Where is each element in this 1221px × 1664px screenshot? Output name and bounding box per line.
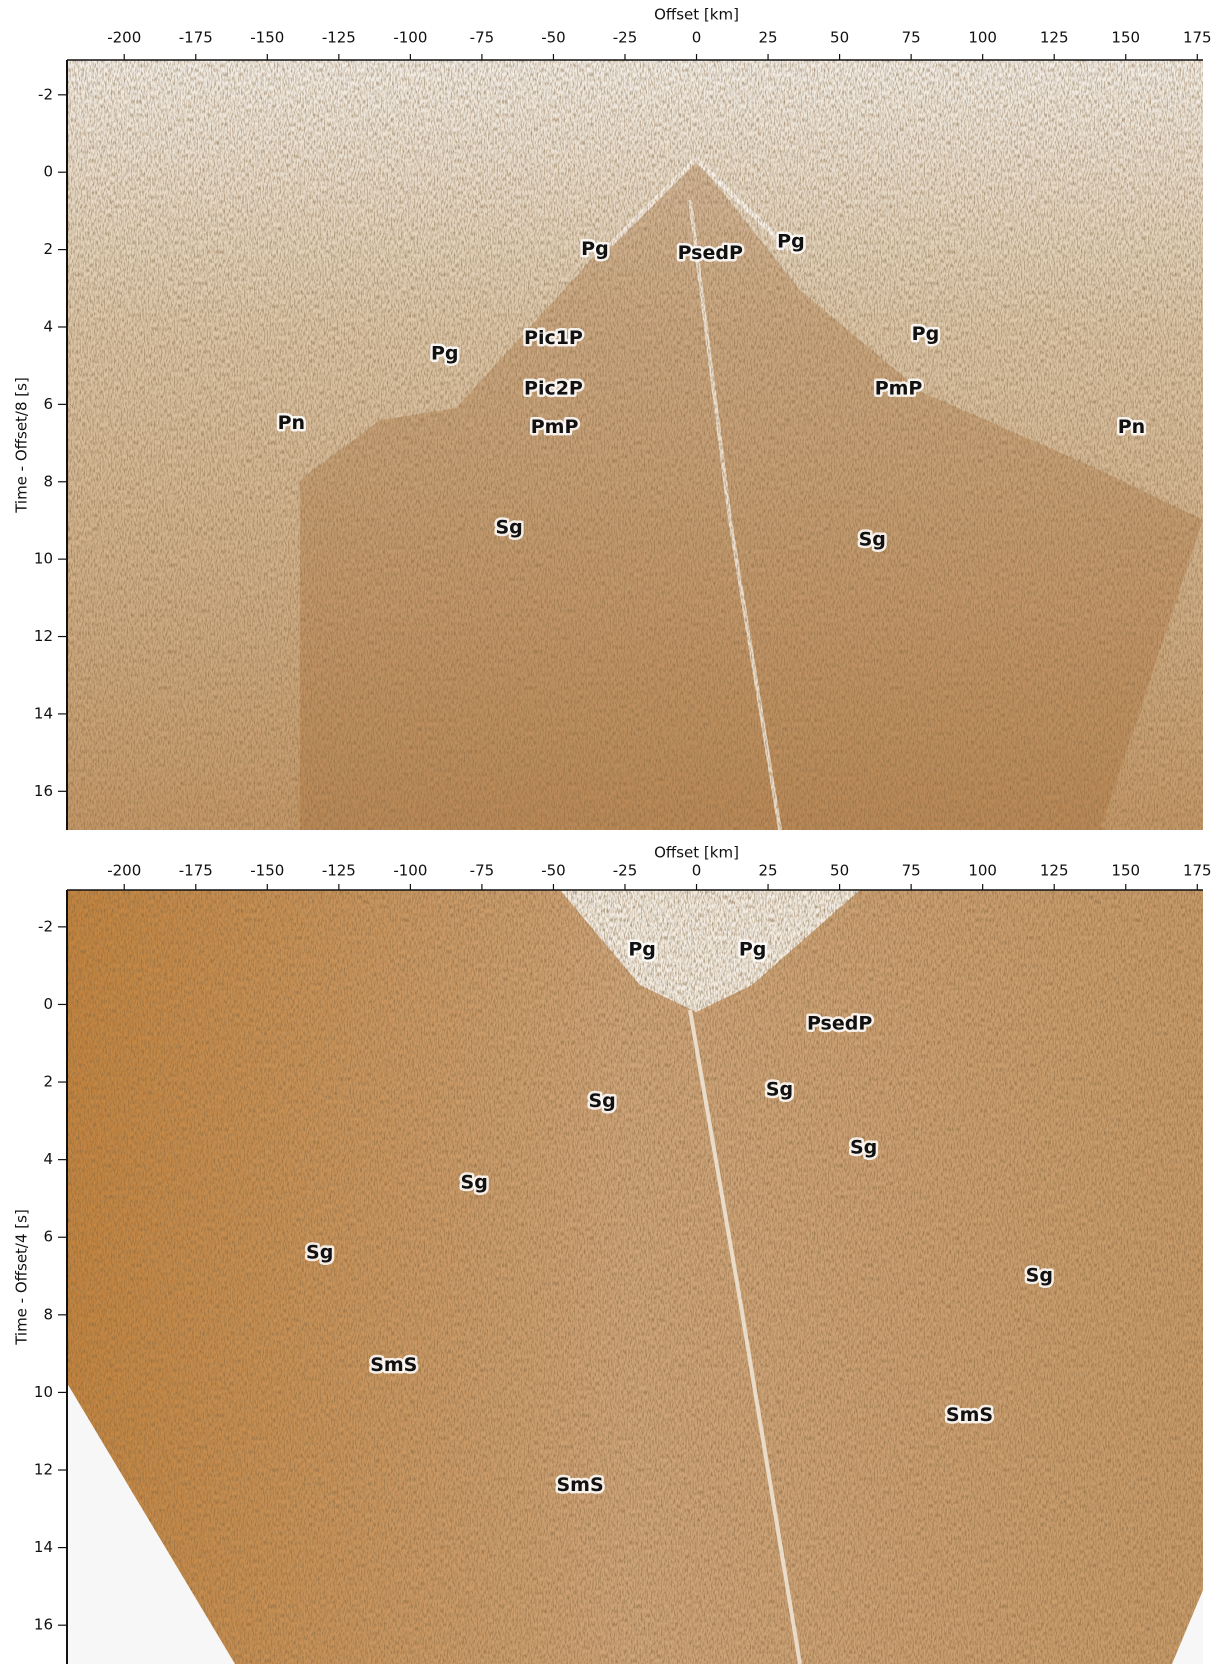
phase-label: PmP <box>531 416 579 438</box>
y-tick-label: 2 <box>43 240 53 258</box>
phase-label: SmS <box>556 1474 603 1496</box>
section-image <box>67 60 1203 830</box>
x-tick-label: 0 <box>692 862 702 880</box>
phase-label: Pn <box>278 412 305 434</box>
x-axis-title: Offset [km] <box>654 6 739 24</box>
y-axis-title: Time - Offset/4 [s] <box>13 1209 31 1346</box>
y-axis-title: Time - Offset/8 [s] <box>13 377 31 514</box>
phase-label: Pg <box>628 939 656 961</box>
x-tick-label: 50 <box>830 29 849 47</box>
x-tick-label: 50 <box>830 862 849 880</box>
page: Offset [km]-200-175-150-125-100-75-50-25… <box>0 0 1221 1664</box>
y-tick-label: 16 <box>34 782 53 800</box>
y-tick-label: 6 <box>43 395 53 413</box>
x-tick-label: 175 <box>1183 29 1212 47</box>
y-tick-label: 10 <box>34 550 53 568</box>
x-tick-label: 125 <box>1040 29 1069 47</box>
phase-label: Pic2P <box>524 377 583 399</box>
phase-label: Pg <box>431 343 459 365</box>
x-tick-label: -50 <box>541 29 566 47</box>
x-tick-label: 0 <box>692 29 702 47</box>
x-tick-label: 100 <box>968 862 997 880</box>
phase-label: Pg <box>912 323 940 345</box>
figure: Offset [km]-200-175-150-125-100-75-50-25… <box>0 0 1221 1664</box>
x-tick-label: -50 <box>541 862 566 880</box>
phase-label: SmS <box>370 1354 417 1376</box>
phase-label: Pic1P <box>524 327 583 349</box>
x-tick-label: 75 <box>902 29 921 47</box>
phase-label: Pg <box>739 939 767 961</box>
y-tick-label: 10 <box>34 1383 53 1401</box>
x-axis-title: Offset [km] <box>654 844 739 862</box>
y-tick-label: 14 <box>34 1538 53 1556</box>
y-tick-label: -2 <box>38 917 53 935</box>
x-tick-label: -175 <box>179 29 213 47</box>
y-tick-label: 0 <box>43 995 53 1013</box>
y-tick-label: 14 <box>34 704 53 722</box>
phase-label: Sg <box>859 528 886 550</box>
y-tick-label: 12 <box>34 627 53 645</box>
y-tick-label: 6 <box>43 1228 53 1246</box>
phase-label: Sg <box>766 1078 793 1100</box>
y-tick-label: 8 <box>43 1305 53 1323</box>
x-tick-label: -100 <box>393 29 427 47</box>
y-tick-label: -2 <box>38 85 53 103</box>
x-tick-label: 150 <box>1111 29 1140 47</box>
x-tick-label: -25 <box>613 862 638 880</box>
phase-label: PmP <box>875 377 923 399</box>
x-tick-label: 175 <box>1183 862 1212 880</box>
y-tick-label: 4 <box>43 317 53 335</box>
phase-label: Sg <box>306 1241 333 1263</box>
y-tick-label: 8 <box>43 472 53 490</box>
y-tick-label: 12 <box>34 1461 53 1479</box>
x-tick-label: -125 <box>322 29 356 47</box>
phase-label: SmS <box>946 1404 993 1426</box>
x-tick-label: -25 <box>613 29 638 47</box>
x-tick-label: -150 <box>250 862 284 880</box>
y-tick-label: 2 <box>43 1073 53 1091</box>
phase-label: Sg <box>495 517 522 539</box>
x-tick-label: 150 <box>1111 862 1140 880</box>
x-tick-label: 100 <box>968 29 997 47</box>
phase-label: Sg <box>1026 1265 1053 1287</box>
x-tick-label: -75 <box>470 29 495 47</box>
x-tick-label: -200 <box>107 862 141 880</box>
x-tick-label: -100 <box>393 862 427 880</box>
y-tick-label: 16 <box>34 1616 53 1634</box>
y-tick-label: 4 <box>43 1150 53 1168</box>
phase-label: Sg <box>588 1090 615 1112</box>
x-tick-label: 25 <box>759 862 778 880</box>
phase-label: PsedP <box>678 242 743 264</box>
x-tick-label: -75 <box>470 862 495 880</box>
phase-label: PsedP <box>807 1012 872 1034</box>
x-tick-label: 125 <box>1040 862 1069 880</box>
y-tick-label: 0 <box>43 163 53 181</box>
x-tick-label: -200 <box>107 29 141 47</box>
phase-label: Pg <box>581 238 609 260</box>
x-tick-label: -175 <box>179 862 213 880</box>
x-tick-label: 25 <box>759 29 778 47</box>
x-tick-label: -125 <box>322 862 356 880</box>
phase-label: Pn <box>1118 416 1145 438</box>
phase-label: Sg <box>850 1137 877 1159</box>
phase-label: Sg <box>461 1171 488 1193</box>
x-tick-label: -150 <box>250 29 284 47</box>
x-tick-label: 75 <box>902 862 921 880</box>
phase-label: Pg <box>777 230 805 252</box>
